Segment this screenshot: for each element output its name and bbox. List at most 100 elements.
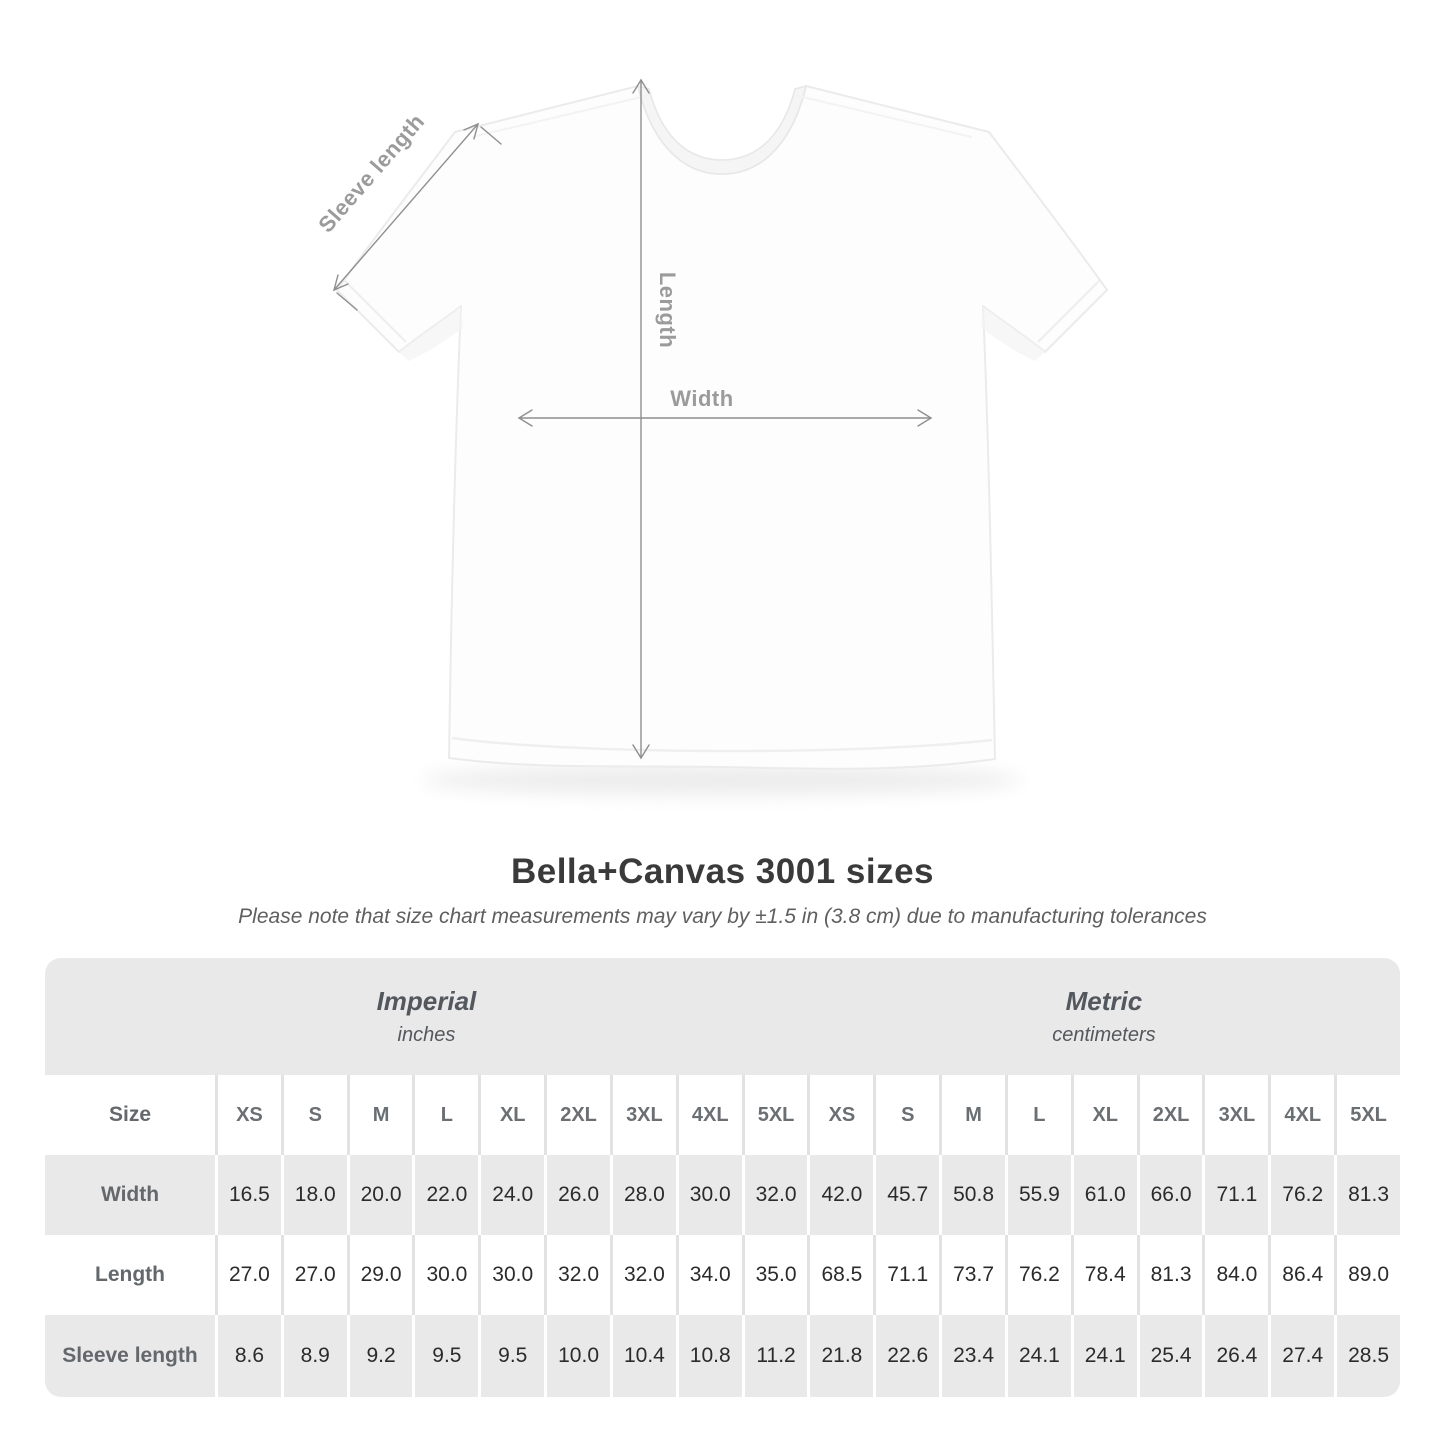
measurement-value-cell: 89.0	[1337, 1235, 1400, 1315]
measurement-value-cell: 76.2	[1271, 1155, 1335, 1235]
measurement-value-cell: 84.0	[1205, 1235, 1269, 1315]
measurement-value-cell: 9.5	[481, 1315, 545, 1397]
measurement-value-cell: 30.0	[678, 1155, 742, 1235]
measurement-value-cell: 34.0	[678, 1235, 742, 1315]
width-row: Width 16.5 18.0 20.0 22.0 24.0 26.0 28.0 30.0 32…	[45, 1155, 1400, 1235]
unit-group-header: Imperial inches Metric centimeters	[45, 958, 1400, 1075]
imperial-header: Imperial inches	[45, 958, 808, 1075]
measurement-value-cell: 55.9	[1007, 1155, 1071, 1235]
metric-unit: centimeters	[1052, 1024, 1156, 1046]
measurement-value-cell: 28.0	[612, 1155, 676, 1235]
width-label: Width	[670, 386, 733, 411]
measurement-value-cell: 16.5	[218, 1155, 281, 1235]
measurement-value-cell: 9.5	[415, 1315, 479, 1397]
measurement-value-cell: 28.5	[1337, 1315, 1400, 1397]
measurement-value-cell: 24.0	[481, 1155, 545, 1235]
width-row-label: Width	[45, 1155, 215, 1235]
shirt-shadow	[422, 765, 1022, 795]
measurement-value-cell: 81.3	[1337, 1155, 1400, 1235]
measurement-value-cell: 35.0	[744, 1235, 808, 1315]
size-column-header: XL	[481, 1075, 545, 1155]
measurement-value-cell: 22.6	[876, 1315, 940, 1397]
length-label: Length	[655, 272, 680, 348]
measurement-value-cell: 8.9	[283, 1315, 347, 1397]
measurement-value-cell: 24.1	[1007, 1315, 1071, 1397]
metric-title: Metric	[1065, 986, 1143, 1016]
measurement-value-cell: 71.1	[1205, 1155, 1269, 1235]
measurement-value-cell: 21.8	[810, 1315, 874, 1397]
measurement-value-cell: 10.0	[547, 1315, 610, 1397]
size-column-header: S	[876, 1075, 940, 1155]
measurement-value-cell: 78.4	[1073, 1235, 1137, 1315]
size-header-row: Size XS S M L XL 2XL 3XL 4XL 5XL XS S M L XL 2XL 3XL 4XL…	[45, 1075, 1400, 1155]
measurement-value-cell: 11.2	[744, 1315, 808, 1397]
measurement-value-cell: 24.1	[1073, 1315, 1137, 1397]
measurement-value-cell: 42.0	[810, 1155, 874, 1235]
measurement-value-cell: 9.2	[349, 1315, 413, 1397]
width-arrow	[517, 409, 933, 427]
size-column-header: 2XL	[1139, 1075, 1203, 1155]
size-column-header: 4XL	[1271, 1075, 1335, 1155]
tolerance-note: Please note that size chart measurements…	[238, 905, 1207, 928]
measurement-value-cell: 45.7	[876, 1155, 940, 1235]
imperial-unit: inches	[397, 1024, 456, 1046]
size-column-header: XL	[1073, 1075, 1137, 1155]
measurement-value-cell: 10.8	[678, 1315, 742, 1397]
length-row-label: Length	[45, 1235, 215, 1315]
tshirt-diagram: Sleeve length Length Width	[313, 78, 1108, 795]
measurement-value-cell: 26.4	[1205, 1315, 1269, 1397]
measurement-value-cell: 32.0	[744, 1155, 808, 1235]
sleeve-length-arrow	[332, 122, 502, 311]
length-arrow	[632, 78, 650, 760]
measurement-value-cell: 18.0	[283, 1155, 347, 1235]
table-caption: Bella+Canvas 3001 sizes Please note that…	[0, 852, 1445, 929]
measurement-value-cell: 23.4	[942, 1315, 1005, 1397]
measurement-value-cell: 32.0	[547, 1235, 610, 1315]
page-title: Bella+Canvas 3001 sizes	[510, 852, 935, 891]
measurement-value-cell: 25.4	[1139, 1315, 1203, 1397]
tshirt-measurement-figure: Sleeve length Length Width	[313, 78, 1108, 795]
measurement-value-cell: 66.0	[1139, 1155, 1203, 1235]
measurement-value-cell: 86.4	[1271, 1235, 1335, 1315]
metric-header: Metric centimeters	[808, 958, 1400, 1075]
measurement-value-cell: 27.4	[1271, 1315, 1335, 1397]
size-row-label: Size	[45, 1075, 215, 1155]
measurement-value-cell: 27.0	[218, 1235, 281, 1315]
measurement-value-cell: 73.7	[942, 1235, 1005, 1315]
size-column-header: M	[349, 1075, 413, 1155]
size-column-header: XS	[218, 1075, 281, 1155]
size-column-header: L	[415, 1075, 479, 1155]
tshirt-illustration	[336, 84, 1108, 770]
measurement-value-cell: 81.3	[1139, 1235, 1203, 1315]
size-column-header: S	[283, 1075, 347, 1155]
size-column-header: 4XL	[678, 1075, 742, 1155]
measurement-value-cell: 27.0	[283, 1235, 347, 1315]
imperial-title: Imperial	[376, 986, 477, 1016]
collar	[636, 84, 808, 175]
size-column-header: M	[942, 1075, 1005, 1155]
measurement-value-cell: 22.0	[415, 1155, 479, 1235]
measurement-value-cell: 29.0	[349, 1235, 413, 1315]
sleeve-length-row-label: Sleeve length	[45, 1315, 215, 1397]
measurement-value-cell: 20.0	[349, 1155, 413, 1235]
measurement-value-cell: 61.0	[1073, 1155, 1137, 1235]
measurement-value-cell: 26.0	[547, 1155, 610, 1235]
measurement-value-cell: 68.5	[810, 1235, 874, 1315]
size-column-header: 5XL	[744, 1075, 808, 1155]
size-column-header: 3XL	[612, 1075, 676, 1155]
measurement-value-cell: 30.0	[415, 1235, 479, 1315]
size-column-header: 5XL	[1337, 1075, 1400, 1155]
measurement-value-cell: 30.0	[481, 1235, 545, 1315]
measurement-value-cell: 76.2	[1007, 1235, 1071, 1315]
measurement-value-cell: 10.4	[612, 1315, 676, 1397]
size-column-header: L	[1007, 1075, 1071, 1155]
size-chart-table: Imperial inches Metric centimeters Size …	[45, 958, 1400, 1397]
measurement-value-cell: 50.8	[942, 1155, 1005, 1235]
size-column-header: 3XL	[1205, 1075, 1269, 1155]
sleeve-length-row: Sleeve length 8.6 8.9 9.2 9.5 9.5 10.0 10.4 10.…	[45, 1315, 1400, 1397]
size-column-header: XS	[810, 1075, 874, 1155]
measurement-value-cell: 32.0	[612, 1235, 676, 1315]
size-column-header: 2XL	[547, 1075, 610, 1155]
length-row: Length 27.0 27.0 29.0 30.0 30.0 32.0 32.0 34.0 3…	[45, 1235, 1400, 1315]
